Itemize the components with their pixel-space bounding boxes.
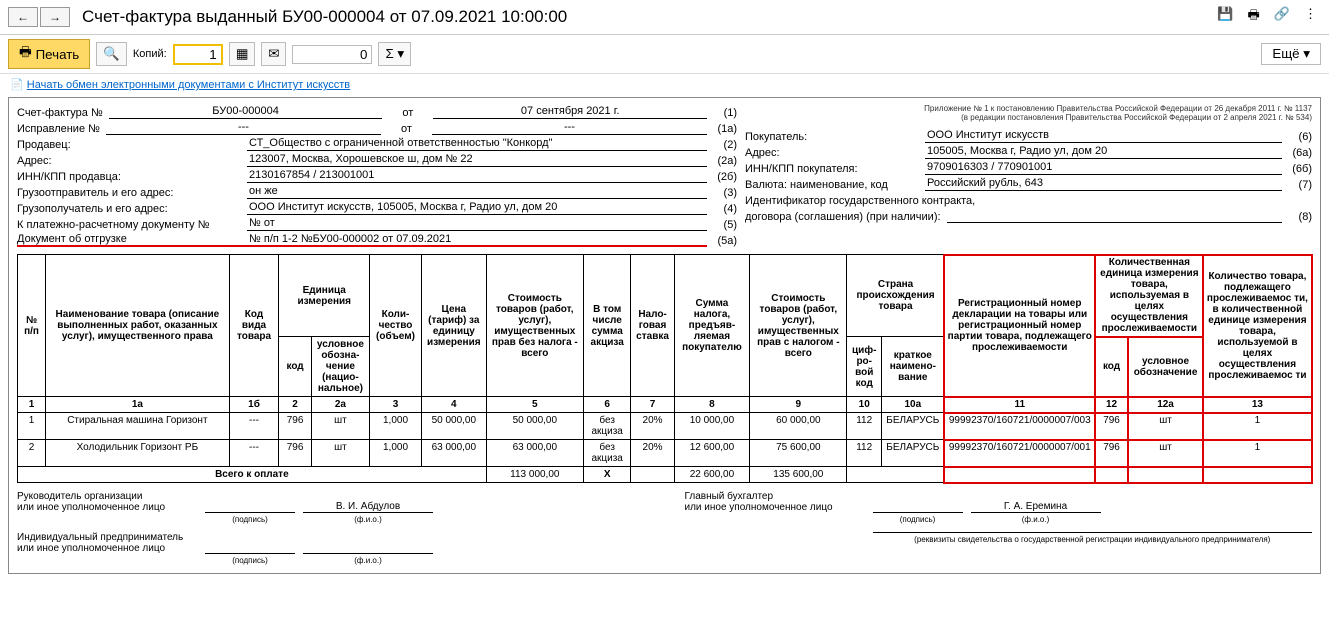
print-icon[interactable]: 🖶 — [1244, 4, 1264, 30]
items-table: № п/п Наименование товара (описание выпо… — [17, 254, 1312, 483]
link-icon[interactable]: 🔗 — [1270, 4, 1294, 30]
save-icon[interactable]: 💾 — [1213, 4, 1237, 30]
more-button[interactable]: Ещё ▾ — [1261, 43, 1321, 65]
mail-button[interactable]: ✉ — [261, 42, 286, 66]
menu-icon[interactable]: ⋮ — [1300, 4, 1321, 30]
invoice-no: БУ00-000004 — [109, 105, 383, 119]
number-input[interactable] — [292, 45, 372, 64]
regulation-text: Приложение № 1 к постановлению Правитель… — [745, 104, 1312, 122]
invoice-no-label: Счет-фактура № — [17, 107, 109, 119]
copies-label: Копий: — [133, 48, 167, 60]
doc-icon: 📄 — [10, 79, 24, 91]
invoice-date: 07 сентября 2021 г. — [433, 105, 707, 119]
document-area: Счет-фактура № БУ00-000004 от 07 сентябр… — [8, 97, 1321, 574]
back-button[interactable]: ← — [8, 7, 38, 27]
table-row: 2Холодильник Горизонт РБ---796шт1,00063 … — [18, 440, 1312, 467]
table-row: 1Стиральная машина Горизонт---796шт1,000… — [18, 413, 1312, 440]
sigma-button[interactable]: Σ ▾ — [378, 42, 411, 66]
window-title: Счет-фактура выданный БУ00-000004 от 07.… — [82, 7, 1213, 27]
exchange-link[interactable]: Начать обмен электронными документами с … — [27, 79, 350, 91]
totals-row: Всего к оплате 113 000,00Х 22 600,00135 … — [18, 467, 1312, 483]
print-button[interactable]: 🖶 Печать — [8, 39, 90, 69]
shipment-doc: № п/п 1-2 №БУ00-000002 от 07.09.2021 — [247, 233, 707, 247]
forward-button[interactable]: → — [40, 7, 70, 27]
preview-button[interactable]: 🔍 — [96, 42, 127, 66]
copies-input[interactable] — [173, 44, 223, 65]
grid-button[interactable]: ▦ — [229, 42, 256, 66]
